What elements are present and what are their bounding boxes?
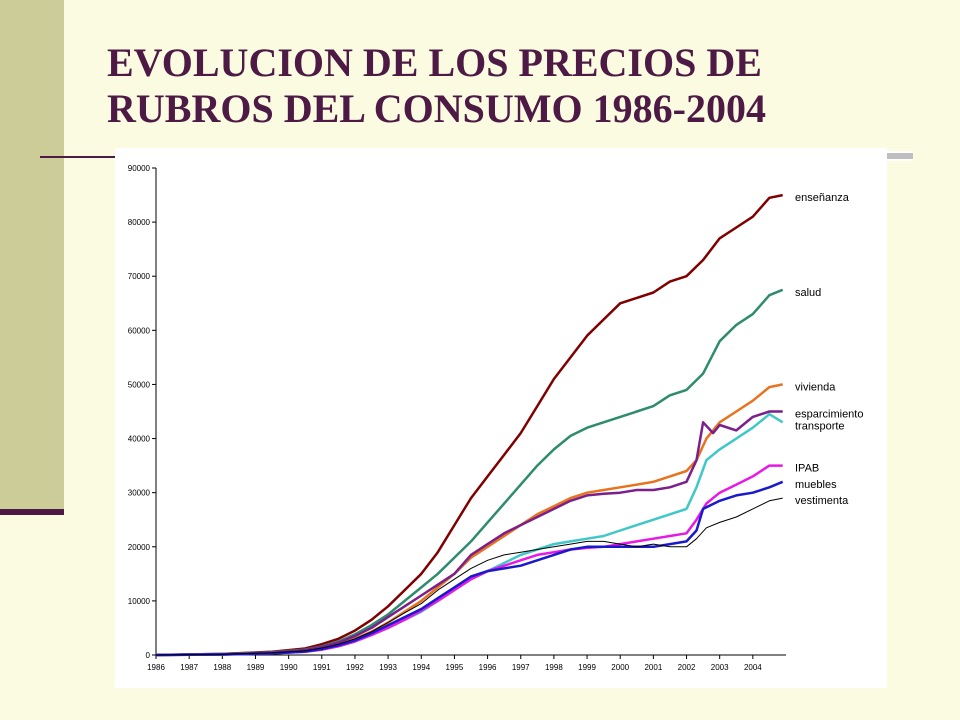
- chart-area: 0 10000 20000 30000 40000 50000 60000 70000 8000…: [115, 148, 887, 688]
- x-tick-label: 1998: [545, 663, 563, 672]
- series-label-transporte: transporte: [795, 421, 845, 433]
- slide-title-line-1: EVOLUCION DE LOS PRECIOS DE: [107, 40, 762, 85]
- series-line-esparcimiento: [155, 410, 783, 657]
- y-tick-label: 60000: [128, 326, 151, 335]
- x-tick-label: 1994: [412, 663, 430, 672]
- title-underline-left: [40, 156, 120, 158]
- series-label-IPAB: IPAB: [795, 463, 819, 475]
- line-chart: 0 10000 20000 30000 40000 50000 60000 70000 8000…: [128, 164, 864, 672]
- x-tick-label: 1996: [479, 663, 497, 672]
- x-tick-label: 1987: [180, 663, 198, 672]
- x-tick-label: 2002: [678, 663, 696, 672]
- series-label-salud: salud: [795, 287, 821, 299]
- y-tick-label: 80000: [128, 218, 151, 227]
- y-tick-label: 70000: [128, 272, 151, 281]
- series-line-vivienda: [155, 383, 783, 657]
- slide-title: EVOLUCION DE LOS PRECIOS DE RUBROS DEL C…: [107, 40, 887, 132]
- y-tick-label: 40000: [128, 435, 151, 444]
- x-tick-label: 1986: [147, 663, 165, 672]
- series-line-transporte: [155, 412, 784, 657]
- x-tick-label: 2000: [611, 663, 629, 672]
- x-tick-label: 2004: [744, 663, 762, 672]
- y-tick-label: 50000: [128, 380, 151, 389]
- x-tick-label: 1989: [247, 663, 265, 672]
- title-underline-right: [886, 151, 913, 161]
- series-label-muebles: muebles: [795, 479, 837, 491]
- slide-title-line-2: RUBROS DEL CONSUMO 1986-2004: [107, 86, 766, 131]
- x-tick-label: 2003: [711, 663, 729, 672]
- x-tick-label: 1997: [512, 663, 530, 672]
- x-tick-label: 1991: [313, 663, 331, 672]
- x-tick-label: 1995: [446, 663, 464, 672]
- series-label-vestimenta: vestimenta: [795, 495, 849, 507]
- series-label-vivienda: vivienda: [795, 381, 836, 393]
- x-tick-label: 1992: [346, 663, 364, 672]
- series-line-salud: [155, 288, 784, 657]
- series-line-enseñanza: [155, 193, 783, 657]
- series-label-enseñanza: enseñanza: [795, 192, 850, 204]
- y-tick-label: 10000: [128, 597, 151, 606]
- y-tick-label: 0: [146, 651, 151, 660]
- series-line-muebles: [155, 480, 784, 657]
- sidebar-stripe: [0, 0, 64, 512]
- x-tick-label: 1999: [578, 663, 596, 672]
- y-tick-label: 20000: [128, 543, 151, 552]
- series-label-esparcimiento: esparcimiento: [795, 409, 863, 421]
- series-line-vestimenta: [155, 497, 783, 656]
- y-tick-label: 30000: [128, 489, 151, 498]
- x-tick-label: 1993: [379, 663, 397, 672]
- y-tick-label: 90000: [128, 164, 151, 173]
- x-tick-label: 1988: [213, 663, 231, 672]
- x-tick-label: 1990: [280, 663, 298, 672]
- x-tick-label: 2001: [644, 663, 662, 672]
- sidebar-stripe-base: [0, 509, 64, 515]
